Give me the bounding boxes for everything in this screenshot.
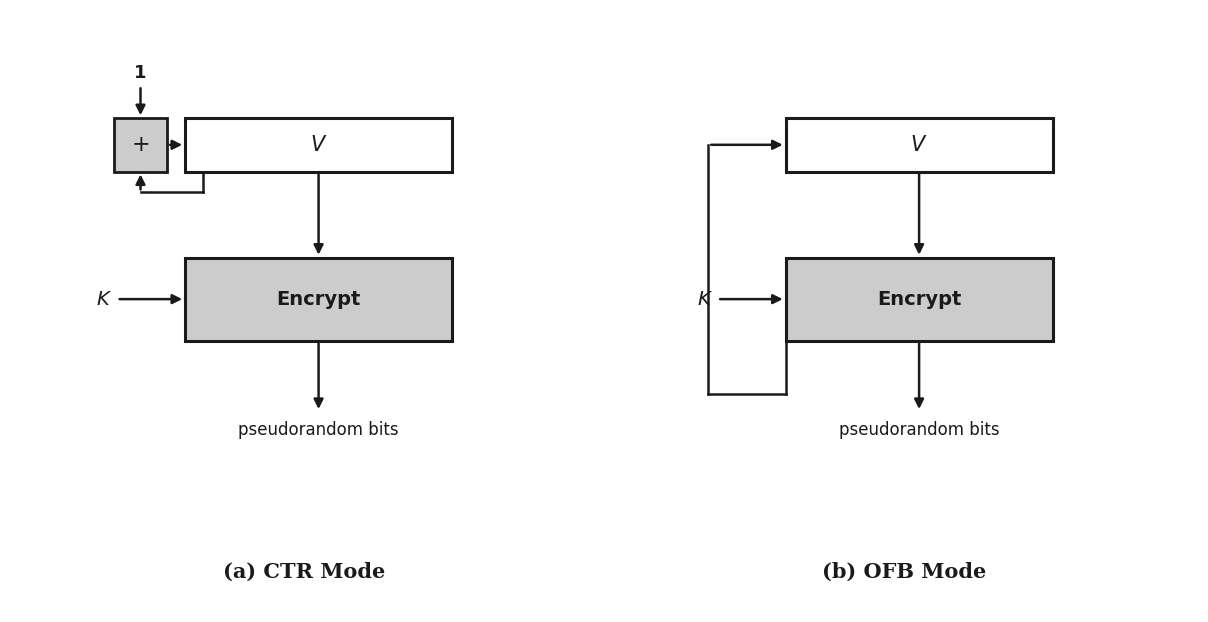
Text: Encrypt: Encrypt <box>277 290 361 309</box>
Text: $K$: $K$ <box>697 290 713 309</box>
Text: $V$: $V$ <box>309 135 327 155</box>
FancyBboxPatch shape <box>785 118 1052 172</box>
Text: pseudorandom bits: pseudorandom bits <box>238 421 399 439</box>
FancyBboxPatch shape <box>114 118 167 172</box>
FancyBboxPatch shape <box>185 258 452 341</box>
Text: $V$: $V$ <box>911 135 928 155</box>
Text: (a) CTR Mode: (a) CTR Mode <box>222 562 385 582</box>
Text: (b) OFB Mode: (b) OFB Mode <box>823 562 987 582</box>
Text: Encrypt: Encrypt <box>877 290 962 309</box>
FancyBboxPatch shape <box>185 118 452 172</box>
Text: +: + <box>132 134 150 156</box>
Text: 1: 1 <box>134 65 146 83</box>
Text: pseudorandom bits: pseudorandom bits <box>838 421 999 439</box>
Text: $K$: $K$ <box>95 290 112 309</box>
FancyBboxPatch shape <box>785 258 1052 341</box>
